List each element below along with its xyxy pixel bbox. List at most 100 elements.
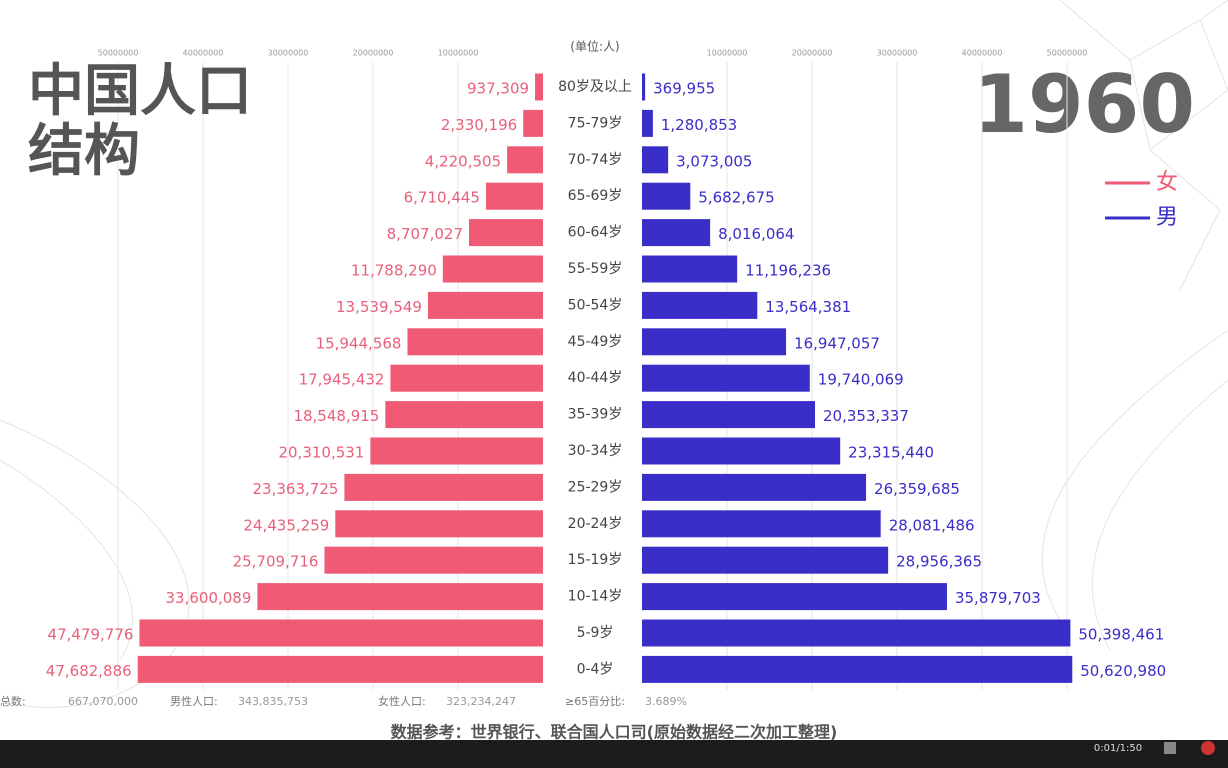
category-label: 55-59岁 (568, 261, 623, 277)
x-tick-label: 20000000 (792, 49, 833, 58)
stat-label: 男性人口: (170, 694, 218, 708)
value-label: 6,710,445 (404, 189, 480, 207)
x-tick-label: 20000000 (353, 49, 394, 58)
bar (642, 73, 646, 101)
stat-value: 667,070,000 (68, 695, 138, 708)
bar (507, 146, 543, 174)
value-label: 26,359,685 (874, 480, 960, 498)
value-label: 23,363,725 (253, 480, 339, 498)
x-tick-label: 40000000 (962, 49, 1003, 58)
stat-label: ≥65百分比: (565, 695, 625, 708)
category-label: 65-69岁 (568, 188, 623, 204)
x-tick-label: 10000000 (438, 49, 479, 58)
category-label: 75-79岁 (568, 115, 623, 131)
category-label: 25-29岁 (568, 479, 623, 495)
value-label: 24,435,259 (243, 516, 329, 534)
stat-label: 女性人口: (378, 694, 426, 708)
value-label: 2,330,196 (441, 116, 517, 134)
bar (442, 255, 543, 283)
stat-value: 3.689% (645, 695, 687, 708)
bar (642, 291, 758, 319)
category-label: 0-4岁 (577, 661, 614, 677)
value-label: 20,310,531 (278, 444, 364, 462)
bar (642, 255, 738, 283)
category-label: 20-24岁 (568, 516, 623, 532)
value-label: 15,944,568 (316, 334, 402, 352)
bar (642, 182, 691, 210)
value-label: 47,682,886 (46, 662, 132, 680)
value-label: 18,548,915 (293, 407, 379, 425)
bar (390, 364, 543, 392)
value-label: 50,620,980 (1080, 662, 1166, 680)
bar (370, 437, 543, 465)
value-label: 23,315,440 (848, 444, 934, 462)
weibo-icon[interactable] (1201, 741, 1215, 755)
stat-value: 323,234,247 (446, 695, 516, 708)
category-label: 50-54岁 (568, 297, 623, 313)
value-label: 25,709,716 (233, 553, 319, 571)
unit-label: (单位:人) (570, 39, 619, 54)
value-label: 369,955 (653, 80, 715, 98)
bar (324, 546, 543, 574)
bar (427, 291, 543, 319)
bar (468, 219, 543, 247)
fullscreen-button[interactable] (1164, 742, 1176, 754)
network-lines (1059, 0, 1228, 291)
wave-lines (1041, 329, 1228, 651)
player-bar (0, 740, 1228, 768)
year-label: 1960 (972, 58, 1195, 151)
value-label: 8,707,027 (387, 225, 463, 243)
value-label: 17,945,432 (299, 371, 385, 389)
legend-label: 男 (1156, 205, 1178, 230)
bar (642, 510, 881, 538)
bar (642, 546, 889, 574)
category-label: 5-9岁 (577, 625, 614, 641)
x-tick-label: 30000000 (268, 49, 309, 58)
value-label: 47,479,776 (48, 626, 134, 644)
value-label: 33,600,089 (166, 589, 252, 607)
bar (344, 473, 543, 501)
value-label: 4,220,505 (425, 152, 501, 170)
bar (642, 583, 947, 611)
stat-label: 总数: (0, 694, 26, 708)
category-label: 15-19岁 (568, 552, 623, 568)
value-label: 5,682,675 (698, 189, 774, 207)
bar (642, 473, 867, 501)
bar (642, 219, 711, 247)
bar (137, 655, 543, 683)
value-label: 35,879,703 (955, 589, 1041, 607)
bar (385, 401, 543, 429)
bar (535, 73, 543, 101)
bar (139, 619, 543, 647)
value-label: 11,788,290 (351, 262, 437, 280)
legend-label: 女 (1156, 170, 1178, 195)
bar (642, 655, 1073, 683)
value-label: 28,956,365 (896, 553, 982, 571)
bar (407, 328, 543, 356)
value-label: 13,564,381 (765, 298, 851, 316)
x-tick-label: 50000000 (98, 49, 139, 58)
x-tick-label: 50000000 (1047, 49, 1088, 58)
bar (485, 182, 543, 210)
source-note: 数据参考：世界银行、联合国人口司(原始数据经二次加工整理) (391, 723, 838, 742)
value-label: 20,353,337 (823, 407, 909, 425)
value-label: 13,539,549 (336, 298, 422, 316)
bar (642, 364, 810, 392)
chart-title: 中国人口结构 (28, 59, 252, 184)
bar (642, 619, 1071, 647)
category-label: 60-64岁 (568, 225, 623, 241)
x-tick-label: 30000000 (877, 49, 918, 58)
player-time: 0:01/1:50 (1094, 743, 1142, 754)
bar (642, 109, 653, 137)
bar (523, 109, 543, 137)
category-label: 35-39岁 (568, 407, 623, 423)
bar (642, 146, 669, 174)
value-label: 50,398,461 (1078, 626, 1164, 644)
category-label: 80岁及以上 (558, 79, 632, 95)
bar (257, 583, 543, 611)
category-label: 40-44岁 (568, 370, 623, 386)
stat-value: 343,835,753 (238, 695, 308, 708)
value-label: 28,081,486 (889, 516, 975, 534)
category-label: 45-49岁 (568, 334, 623, 350)
